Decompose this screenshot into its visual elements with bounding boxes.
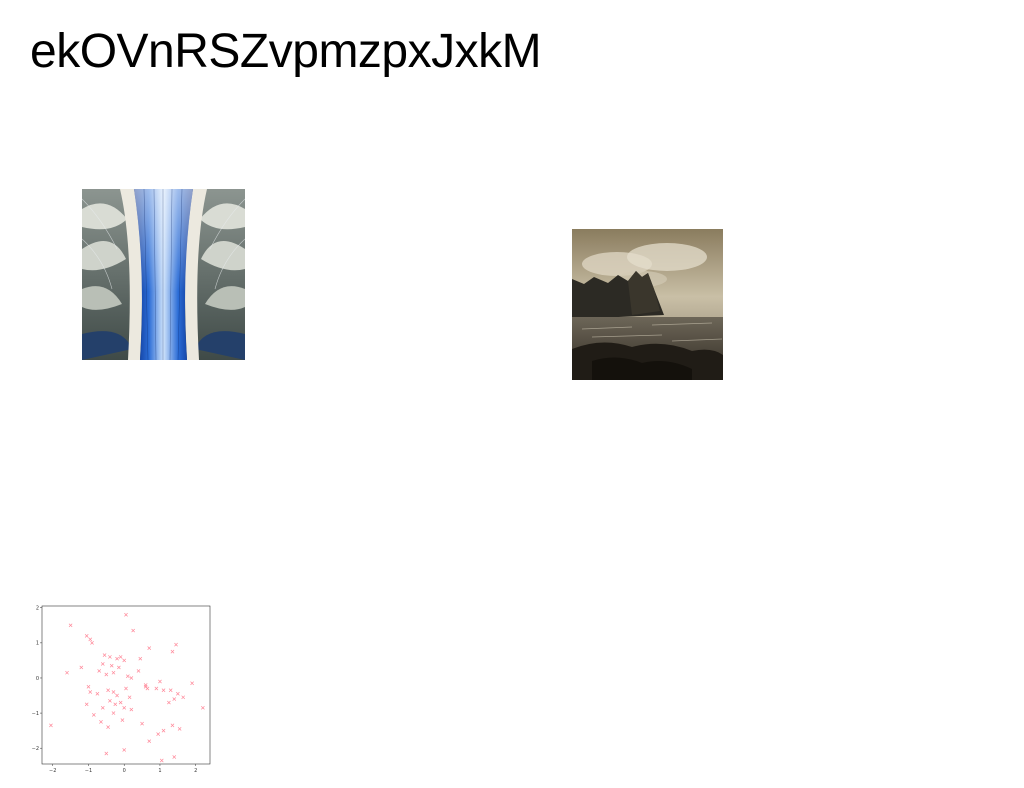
x-tick-label: 0 <box>123 768 126 774</box>
scatter-point <box>129 676 134 680</box>
scatter-point <box>108 698 112 703</box>
scatter-point <box>49 723 53 728</box>
scatter-point <box>104 672 109 677</box>
scatter-point <box>168 688 173 693</box>
y-tick-label: 2 <box>36 606 39 612</box>
scatter-point <box>124 612 128 617</box>
y-tick-label: 0 <box>36 676 39 682</box>
coastal-landscape-photo <box>572 229 723 380</box>
scatter-point <box>115 693 119 698</box>
scatter-point <box>100 662 105 666</box>
scatter-point <box>115 656 119 661</box>
y-tick-label: −1 <box>32 711 39 717</box>
y-tick-label: 1 <box>36 641 39 647</box>
scatter-point <box>84 702 89 707</box>
scatter-point <box>108 655 112 659</box>
scatter-point <box>97 669 102 673</box>
x-tick-label: −1 <box>85 768 92 774</box>
page-title: ekOVnRSZvpmzpxJxkM <box>30 25 542 78</box>
scatter-point <box>181 695 186 700</box>
scatter-point <box>91 712 96 717</box>
scatter-point <box>95 691 100 696</box>
scatter-point <box>117 665 121 670</box>
scatter-point <box>172 697 177 701</box>
scatter-point <box>131 628 135 633</box>
x-tick-label: 2 <box>194 768 197 774</box>
scatter-point <box>106 688 110 693</box>
scatter-point <box>170 723 175 728</box>
scatter-point <box>86 684 91 689</box>
scatter-point <box>99 720 103 724</box>
coastal-landscape-photo-icon <box>572 229 723 380</box>
scatter-point <box>109 663 114 668</box>
scatter-point <box>175 691 180 696</box>
scatter-point <box>127 695 132 700</box>
scatter-point <box>120 718 125 722</box>
x-tick-label: 1 <box>158 768 161 774</box>
scatter-chart: −2 −1 0 1 2 2 1 0 −1 −2 <box>30 598 215 780</box>
scatter-point <box>167 700 171 705</box>
scatter-point <box>147 646 152 650</box>
scatter-point <box>161 728 166 733</box>
scatter-point <box>129 707 134 712</box>
scatter-point <box>158 679 162 684</box>
scatter-point <box>124 686 128 691</box>
scatter-point <box>102 653 107 658</box>
scatter-point <box>159 758 164 763</box>
scatter-point <box>156 732 161 737</box>
scatter-point <box>190 681 194 686</box>
plot-frame <box>41 605 211 765</box>
architecture-photo <box>82 189 245 360</box>
scatter-point <box>125 674 130 679</box>
scatter-point <box>147 739 152 744</box>
scatter-point <box>68 623 73 628</box>
scatter-point <box>100 705 105 710</box>
x-tick-label: −2 <box>49 768 56 774</box>
scatter-point <box>111 670 116 675</box>
scatter-point <box>104 751 109 756</box>
scatter-point <box>154 686 159 691</box>
scatter-point <box>170 649 175 654</box>
scatter-point <box>88 637 93 642</box>
scatter-point <box>177 727 182 731</box>
scatter-point <box>122 748 127 752</box>
scatter-point <box>122 658 127 663</box>
scatter-point <box>111 711 116 715</box>
scatter-point <box>111 690 116 694</box>
scatter-point <box>118 700 123 705</box>
scatter-point <box>172 755 177 759</box>
scatter-point <box>88 690 93 694</box>
architecture-photo-icon <box>82 189 245 360</box>
scatter-point <box>113 702 118 707</box>
scatter-point <box>136 669 141 673</box>
scatter-point <box>122 705 127 710</box>
scatter-point <box>84 633 89 638</box>
scatter-point <box>174 642 178 647</box>
scatter-point <box>201 705 205 710</box>
scatter-point <box>65 670 69 675</box>
scatter-point <box>140 721 144 726</box>
y-tick-label: −2 <box>32 746 39 752</box>
scatter-point <box>90 641 94 645</box>
scatter-point <box>138 656 143 661</box>
scatter-point <box>143 684 148 689</box>
scatter-plot: −2 −1 0 1 2 2 1 0 −1 −2 <box>32 605 211 774</box>
scatter-point <box>161 688 166 693</box>
scatter-point <box>79 665 84 670</box>
scatter-point <box>106 725 110 729</box>
scatter-point <box>118 655 123 659</box>
